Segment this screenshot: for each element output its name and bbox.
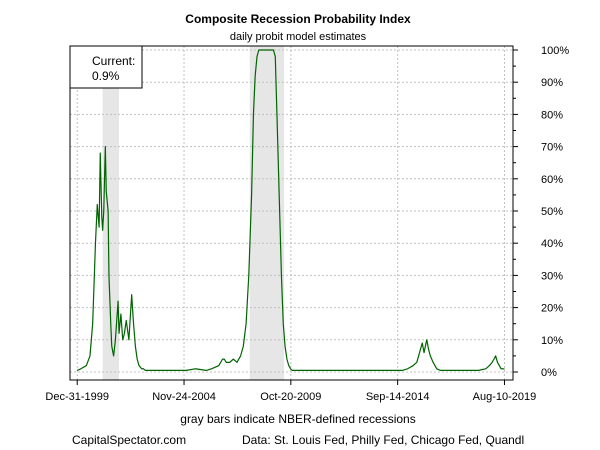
- recession-band-1: [102, 46, 119, 380]
- series-layer: [76, 49, 505, 371]
- recession-bands: [102, 46, 285, 380]
- current-value: 0.9%: [92, 69, 120, 83]
- y-tick-label: 100%: [541, 45, 569, 57]
- x-tick-label: Nov-24-2004: [152, 391, 216, 403]
- y-tick-label: 20%: [541, 303, 563, 315]
- recession-note: gray bars indicate NBER-defined recessio…: [180, 412, 415, 426]
- y-tick-label: 0%: [541, 367, 557, 379]
- chart-subtitle: daily probit model estimates: [230, 31, 367, 43]
- y-tick-label: 80%: [541, 109, 563, 121]
- x-tick-label: Aug-10-2019: [473, 391, 537, 403]
- footer-source-site: CapitalSpectator.com: [72, 433, 186, 447]
- y-tick-label: 70%: [541, 142, 563, 154]
- current-value-box: Current: 0.9%: [69, 45, 143, 89]
- plot-frame: [69, 45, 514, 381]
- current-box-frame: [69, 45, 143, 89]
- x-tick-label: Sep-14-2014: [366, 391, 430, 403]
- y-tick-label: 50%: [541, 206, 563, 218]
- y-tick-label: 10%: [541, 335, 563, 347]
- current-label: Current:: [92, 54, 135, 68]
- series-line-1: [76, 49, 505, 371]
- recession-band-2: [249, 46, 285, 380]
- y-tick-label: 40%: [541, 238, 563, 250]
- x-tick-label: Oct-20-2009: [260, 391, 321, 403]
- x-tick-label: Dec-31-1999: [45, 391, 109, 403]
- y-tick-label: 90%: [541, 77, 563, 89]
- y-tick-label: 60%: [541, 174, 563, 186]
- y-tick-label: 30%: [541, 270, 563, 282]
- grid-lines: [70, 46, 513, 380]
- footer-data-sources: Data: St. Louis Fed, Philly Fed, Chicago…: [242, 433, 524, 447]
- chart-title: Composite Recession Probability Index: [185, 12, 411, 26]
- x-axis: Dec-31-1999 Nov-24-2004 Oct-20-2009 Sep-14-…: [45, 380, 536, 403]
- y-axis: 0% 10% 20% 30% 40% 50% 60% 70% 80% 90% 100%: [513, 45, 569, 379]
